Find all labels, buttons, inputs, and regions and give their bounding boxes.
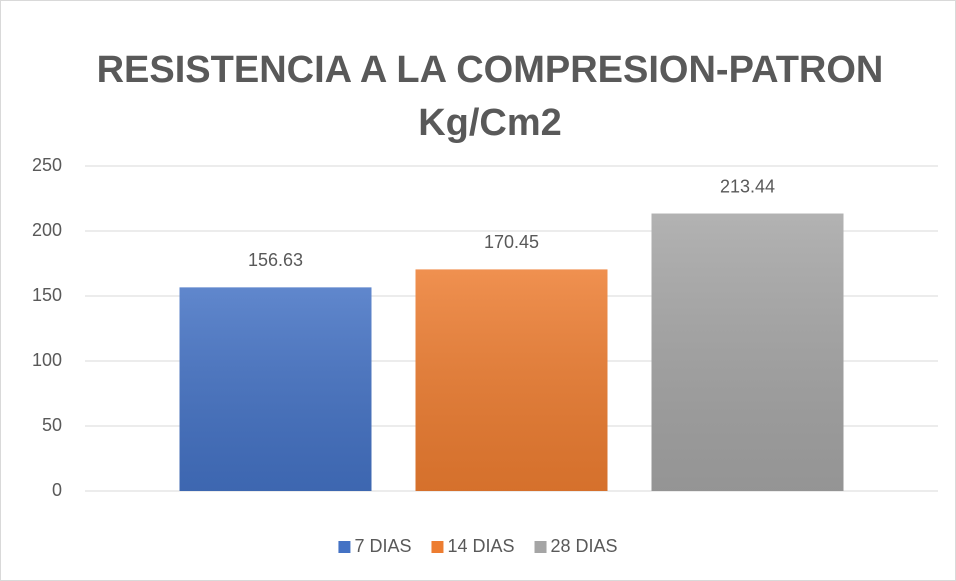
data-label: 170.45 bbox=[484, 232, 539, 252]
y-tick-label: 50 bbox=[42, 415, 62, 435]
y-tick-label: 200 bbox=[32, 220, 62, 240]
legend-label: 7 DIAS bbox=[354, 536, 411, 556]
chart-title: RESISTENCIA A LA COMPRESION-PATRON bbox=[97, 49, 884, 91]
data-label: 213.44 bbox=[720, 176, 775, 196]
legend-label: 14 DIAS bbox=[447, 536, 514, 556]
bar-shade bbox=[179, 287, 372, 491]
y-tick-label: 100 bbox=[32, 350, 62, 370]
bar-shade bbox=[415, 269, 608, 491]
legend-label: 28 DIAS bbox=[551, 536, 618, 556]
data-label: 156.63 bbox=[248, 250, 303, 270]
y-tick-label: 0 bbox=[52, 480, 62, 500]
legend-swatch bbox=[534, 541, 547, 553]
y-tick-label: 150 bbox=[32, 285, 62, 305]
chart-title: Kg/Cm2 bbox=[418, 102, 562, 144]
legend-swatch bbox=[338, 541, 351, 553]
legend-swatch bbox=[431, 541, 444, 553]
y-tick-label: 250 bbox=[32, 155, 62, 175]
bar-shade bbox=[651, 213, 844, 491]
